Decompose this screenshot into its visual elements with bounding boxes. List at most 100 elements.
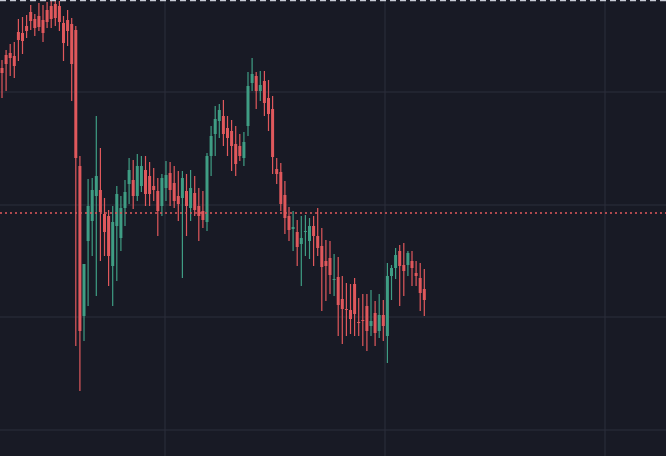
candle: [344, 283, 348, 336]
candle: [180, 171, 184, 278]
candle: [152, 168, 156, 201]
candle: [271, 96, 275, 174]
candle-body: [135, 166, 139, 196]
candle: [250, 58, 254, 91]
candle: [242, 132, 246, 166]
candle-body: [197, 206, 201, 216]
candle: [193, 176, 197, 216]
candle: [303, 215, 307, 256]
candle: [295, 220, 299, 266]
candle: [49, 1, 53, 28]
candle-body: [209, 136, 213, 156]
candle-body: [172, 183, 176, 201]
candle: [369, 290, 373, 336]
candle-body: [402, 265, 406, 271]
candle-body: [336, 277, 340, 305]
candle-body: [66, 20, 70, 31]
candle: [205, 153, 209, 231]
candle-body: [33, 19, 37, 28]
candle-body: [94, 176, 98, 196]
candle: [33, 14, 37, 36]
candle: [21, 17, 24, 54]
candle-body: [4, 55, 8, 64]
candle-body: [418, 278, 422, 293]
candle-body: [8, 53, 12, 58]
candle: [57, 1, 61, 31]
candle: [406, 251, 410, 276]
candle-body: [139, 166, 143, 186]
candle-body: [308, 226, 311, 241]
candle-body: [21, 33, 24, 41]
candle: [418, 263, 422, 311]
candle-body: [82, 264, 86, 316]
candle: [394, 248, 398, 279]
candle: [234, 126, 238, 176]
candle: [16, 19, 20, 61]
candle: [0, 60, 4, 98]
candle-body: [16, 32, 20, 40]
candle-body: [279, 172, 283, 204]
candle-body: [86, 206, 90, 241]
candle-body: [148, 176, 152, 194]
candle-body: [74, 30, 78, 158]
candle: [291, 211, 295, 251]
candle: [340, 276, 344, 344]
candle: [111, 206, 115, 306]
candle-body: [115, 194, 119, 226]
candle-body: [152, 186, 156, 190]
candle: [172, 166, 176, 208]
candle: [390, 265, 393, 300]
candle-body: [332, 279, 336, 280]
candle: [312, 216, 316, 266]
candle-body: [414, 273, 418, 276]
candle-body: [180, 178, 184, 198]
candle-body: [422, 289, 426, 300]
candle-body: [353, 284, 357, 314]
candle: [82, 264, 86, 341]
candle: [131, 160, 135, 209]
candle-body: [271, 109, 275, 157]
candle-body: [12, 56, 16, 66]
candle-body: [230, 131, 234, 146]
candle-body: [344, 309, 348, 310]
candle: [168, 162, 172, 206]
candle: [29, 5, 33, 30]
candle: [78, 156, 82, 391]
candle-body: [262, 81, 266, 103]
candle: [336, 257, 340, 336]
candle-body: [185, 191, 188, 206]
candle: [144, 156, 147, 206]
candle: [37, 3, 41, 31]
candles: [0, 1, 426, 391]
candle: [90, 178, 94, 256]
candle: [258, 71, 262, 101]
candle-body: [123, 192, 127, 208]
candle-body: [340, 299, 344, 309]
candle: [262, 71, 266, 116]
candle-body: [176, 196, 180, 204]
candle-body: [295, 232, 299, 247]
candle: [148, 162, 152, 206]
candle-body: [49, 6, 53, 19]
candle: [217, 104, 221, 138]
candle-body: [385, 276, 389, 336]
candle: [160, 174, 164, 216]
candle-body: [406, 253, 410, 265]
candle-body: [328, 258, 332, 275]
candle-body: [111, 222, 115, 266]
candle: [299, 216, 303, 286]
candle-body: [160, 178, 164, 206]
candle: [267, 80, 270, 131]
candle-body: [349, 310, 352, 319]
candle-body: [398, 251, 402, 266]
candle-body: [37, 16, 41, 27]
candle-body: [246, 86, 250, 126]
candle-body: [90, 190, 94, 221]
candle-body: [324, 261, 328, 266]
candle-body: [390, 268, 393, 276]
candle-body: [275, 169, 279, 174]
candle: [221, 100, 225, 146]
candle: [398, 245, 402, 306]
candle-body: [98, 190, 102, 212]
